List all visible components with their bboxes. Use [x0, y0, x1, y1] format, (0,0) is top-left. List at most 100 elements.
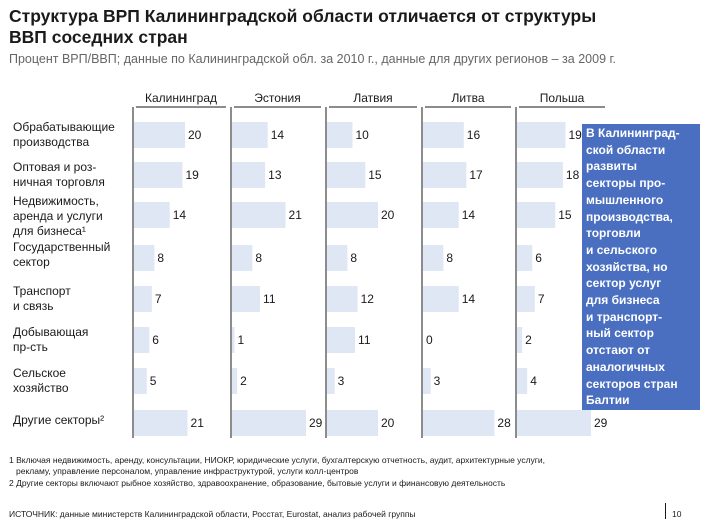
bar-1-6 — [134, 327, 150, 353]
bar-4-4 — [423, 245, 444, 271]
category-label-line: Государственный — [13, 240, 111, 254]
bar-1-7 — [134, 368, 147, 394]
callout-line: мышленного — [586, 192, 664, 207]
category-label-5: Транспорт и связь — [13, 284, 133, 314]
category-label-line: Добывающая — [13, 325, 89, 339]
page-number: 10 — [672, 509, 682, 519]
category-label-line: производства — [13, 135, 90, 149]
column-header-2: Эстония — [254, 91, 301, 105]
footnote-1-line-2: рекламу, управление персоналом, управлен… — [16, 466, 359, 476]
category-label-line: Обрабатывающие — [13, 120, 115, 134]
bar-3-2 — [327, 162, 366, 188]
value-label-1-5: 7 — [155, 292, 162, 306]
value-label-1-3: 14 — [173, 208, 187, 222]
callout-line: секторы про- — [586, 176, 666, 191]
category-label-line: и связь — [13, 299, 54, 313]
value-label-3-1: 10 — [356, 128, 370, 142]
page-divider — [665, 503, 666, 519]
callout-line: отстают от — [586, 343, 651, 358]
bar-3-3 — [327, 202, 378, 228]
category-label-line: аренда и услуги — [13, 209, 103, 223]
callout-line: производства, — [586, 209, 673, 224]
value-label-3-4: 8 — [350, 251, 357, 265]
bar-3-7 — [327, 368, 335, 394]
bar-2-7 — [232, 368, 238, 394]
title-line-2: ВВП соседних стран — [9, 27, 188, 47]
callout-line: и сельского — [586, 242, 658, 257]
category-label-line: хозяйство — [13, 381, 69, 395]
bar-3-1 — [327, 122, 353, 148]
bar-4-8 — [423, 410, 495, 436]
callout-line: торговли — [586, 226, 641, 241]
bar-5-2 — [517, 162, 563, 188]
value-label-4-2: 17 — [469, 168, 483, 182]
callout-box — [582, 124, 700, 410]
bar-5-7 — [517, 368, 528, 394]
value-label-1-7: 5 — [150, 374, 157, 388]
value-label-4-8: 28 — [497, 416, 511, 430]
bar-1-5 — [134, 286, 152, 312]
column-header-4: Литва — [452, 91, 485, 105]
value-label-5-1: 19 — [568, 128, 582, 142]
value-label-2-7: 2 — [240, 374, 247, 388]
bar-4-7 — [423, 368, 431, 394]
bar-5-8 — [517, 410, 591, 436]
bar-2-1 — [232, 122, 268, 148]
bar-4-3 — [423, 202, 459, 228]
category-label-line: ничная торговля — [13, 175, 105, 189]
value-label-5-8: 29 — [594, 416, 608, 430]
callout-text: В Калининград-ской области развиты секторы… — [586, 125, 700, 409]
value-label-1-6: 6 — [152, 333, 159, 347]
bar-2-4 — [232, 245, 253, 271]
value-label-4-1: 16 — [467, 128, 481, 142]
value-label-5-5: 7 — [538, 292, 545, 306]
callout-line: секторов стран — [586, 376, 678, 391]
footnote-2: 2 Другие секторы включают рыбное хозяйст… — [9, 478, 506, 488]
bar-3-5 — [327, 286, 358, 312]
bar-2-8 — [232, 410, 306, 436]
value-label-1-2: 19 — [185, 168, 199, 182]
category-label-7: Сельское хозяйство — [13, 366, 133, 396]
callout-line: для бизнеса — [586, 293, 660, 308]
category-label-3: Недвижимость, аренда и услуги для бизнеса¹ — [13, 194, 133, 239]
callout-line: ный сектор — [586, 326, 654, 341]
value-label-2-8: 29 — [309, 416, 323, 430]
value-label-2-6: 1 — [238, 333, 245, 347]
callout-line: аналогичных — [586, 359, 665, 374]
bar-3-8 — [327, 410, 378, 436]
value-label-3-5: 12 — [361, 292, 375, 306]
category-label-line: Оптовая и роз- — [13, 160, 97, 174]
bar-2-2 — [232, 162, 266, 188]
callout-line: Балтии — [586, 393, 630, 408]
value-label-3-8: 20 — [381, 416, 395, 430]
value-label-4-3: 14 — [462, 208, 476, 222]
callout-line: ской области — [586, 142, 666, 157]
value-label-4-6: 0 — [426, 333, 433, 347]
bar-4-5 — [423, 286, 459, 312]
value-label-1-4: 8 — [157, 251, 164, 265]
value-label-5-3: 15 — [558, 208, 572, 222]
value-label-5-2: 18 — [566, 168, 580, 182]
column-header-3: Латвия — [353, 91, 392, 105]
callout-line: хозяйства, но — [586, 259, 668, 274]
bar-2-5 — [232, 286, 261, 312]
bar-1-4 — [134, 245, 155, 271]
bar-1-1 — [134, 122, 185, 148]
value-label-3-3: 20 — [381, 208, 395, 222]
value-label-5-4: 6 — [535, 251, 542, 265]
category-label-2: Оптовая и роз-ничная торговля — [13, 160, 133, 190]
footnote-1-line-1: 1 Включая недвижимость, аренду, консульт… — [9, 455, 546, 465]
category-label-line: Другие секторы² — [13, 413, 105, 427]
bar-1-2 — [134, 162, 183, 188]
category-label-line: для бизнеса¹ — [13, 224, 86, 238]
bar-4-1 — [423, 122, 464, 148]
callout-line: сектор услуг — [586, 276, 662, 291]
value-label-3-7: 3 — [338, 374, 345, 388]
category-label-8: Другие секторы² — [13, 413, 133, 428]
bar-3-6 — [327, 327, 356, 353]
bar-1-3 — [134, 202, 170, 228]
category-label-1: Обрабатывающие производства — [13, 120, 133, 150]
column-header-1: Калининград — [145, 91, 217, 105]
value-label-5-7: 4 — [530, 374, 537, 388]
